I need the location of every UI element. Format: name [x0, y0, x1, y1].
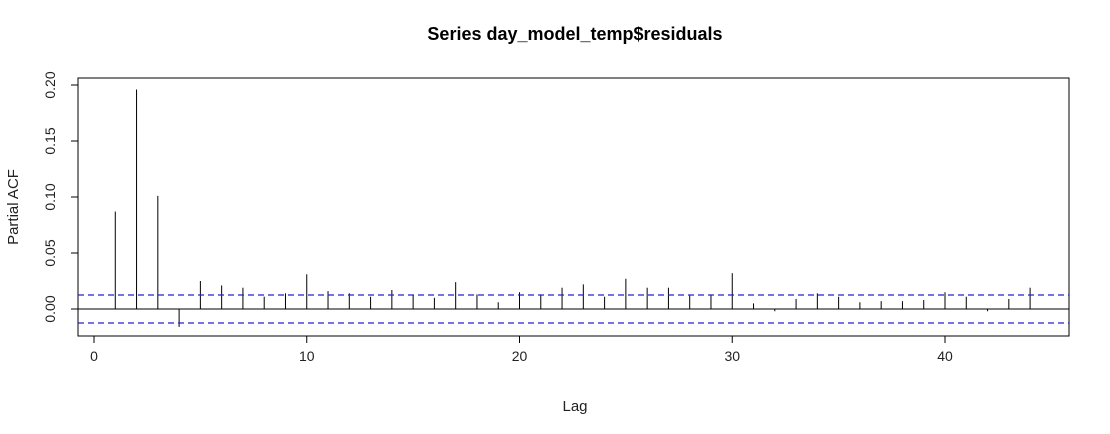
- y-tick-label: 0.15: [42, 127, 58, 154]
- plot-frame: [77, 77, 1070, 337]
- x-tick-label: 10: [299, 348, 315, 364]
- y-tick-label: 0.00: [42, 295, 58, 322]
- x-tick-label: 0: [90, 348, 98, 364]
- y-tick-label: 0.05: [42, 239, 58, 266]
- chart-title: Series day_model_temp$residuals: [427, 24, 722, 44]
- x-tick-label: 20: [512, 348, 528, 364]
- x-tick-label: 40: [937, 348, 953, 364]
- pacf-bars: [114, 89, 1031, 327]
- y-tick-label: 0.20: [42, 71, 58, 98]
- y-axis-label: Partial ACF: [5, 169, 22, 245]
- y-tick-label: 0.10: [42, 183, 58, 210]
- x-axis-label: Lag: [562, 398, 587, 415]
- x-axis: 0 10 20 30 40: [90, 336, 953, 364]
- x-tick-label: 30: [724, 348, 740, 364]
- y-axis: 0.00 0.05 0.10 0.15 0.20: [42, 71, 78, 323]
